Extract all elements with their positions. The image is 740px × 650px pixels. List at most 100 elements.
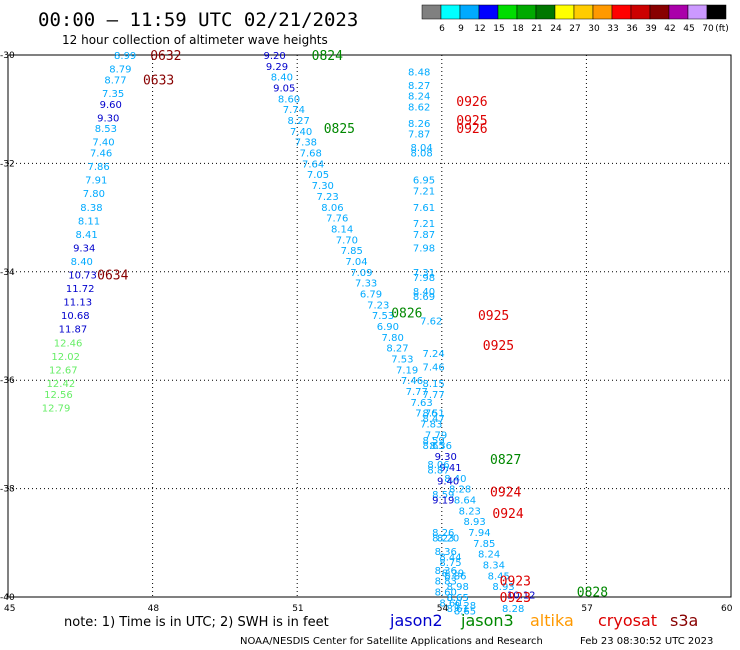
colorbar-swatch (516, 4, 537, 20)
chart-subtitle: 12 hour collection of altimeter wave hei… (62, 33, 328, 47)
swh-value: 8.26 (408, 119, 430, 130)
swh-value: 9.30 (435, 452, 457, 463)
swh-value: 9.30 (97, 113, 119, 124)
colorbar-label: 70 (702, 24, 714, 34)
swh-value: 10.68 (61, 311, 90, 322)
swh-value: 7.98 (413, 273, 435, 284)
swh-value: 8.93 (492, 582, 514, 593)
footnote: note: 1) Time is in UTC; 2) SWH is in fe… (64, 615, 329, 630)
colorbar-label: 36 (626, 24, 638, 34)
y-tick-label: -30 (0, 51, 15, 61)
swh-value: 8.53 (95, 124, 117, 135)
colorbar-label: 6 (439, 24, 445, 34)
swh-value: 8.40 (71, 257, 93, 268)
pass-time-cryosat: 0926 (456, 122, 487, 137)
x-tick-label: 57 (581, 604, 592, 614)
swh-value: 9.29 (266, 62, 288, 73)
swh-value: 7.68 (300, 149, 322, 160)
swh-value: 12.79 (42, 403, 71, 414)
legend-s3a: s3a (670, 611, 698, 630)
pass-time-cryosat: 0923 (500, 575, 531, 590)
swh-value: 8.36 (430, 441, 452, 452)
swh-value: 8.27 (386, 344, 408, 355)
swh-value: 8.83 (435, 577, 457, 588)
swh-value: 8.45 (488, 571, 510, 582)
colorbar-label: 24 (550, 24, 562, 34)
swh-value: 8.75 (439, 558, 461, 569)
swh-value: 7.05 (307, 170, 329, 181)
pass-time-s3a: 0634 (97, 269, 128, 284)
colorbar-swatch (611, 4, 632, 20)
swh-value: 8.93 (463, 517, 485, 528)
swh-value: 8.04 (410, 143, 432, 154)
swh-value: 8.44 (439, 552, 461, 563)
colorbar-label: 18 (512, 24, 524, 34)
swh-value: 7.23 (316, 192, 338, 203)
swh-value: 12.56 (44, 390, 73, 401)
swh-value: 7.21 (413, 187, 435, 198)
swh-value: 8.65 (447, 593, 469, 604)
x-tick-label: 48 (148, 604, 160, 614)
colorbar-swatch (497, 4, 518, 20)
swh-value: 8.65 (454, 607, 476, 618)
colorbar-label: 15 (493, 24, 504, 34)
pass-time-cryosat: 0923 (500, 591, 531, 606)
swh-value: 8.15 (423, 379, 445, 390)
swh-value: 8.08 (410, 149, 432, 160)
swh-value: 8.36 (435, 566, 457, 577)
colorbar-swatch (687, 4, 708, 20)
swh-value: 7.91 (85, 176, 107, 187)
swh-value: 7.98 (413, 243, 435, 254)
swh-value: 7.40 (92, 138, 114, 149)
colorbar-label: 30 (588, 24, 600, 34)
x-tick-label: 51 (292, 604, 303, 614)
swh-value: 7.21 (413, 219, 435, 230)
pass-time-jason3: 0827 (490, 453, 521, 468)
swh-value: 9.41 (439, 463, 461, 474)
swh-value: 7.46 (423, 363, 445, 374)
satellite-legend: jason2 jason3 altika cryosat s3a (389, 611, 698, 630)
x-tick-label: 54 (437, 604, 449, 614)
swh-value: 8.87 (427, 466, 449, 477)
swh-value: 7.76 (326, 214, 348, 225)
swh-value: 7.46 (401, 376, 423, 387)
swh-value: 6.79 (360, 289, 382, 300)
swh-value: 7.87 (408, 130, 430, 141)
swh-value: 12.42 (47, 379, 76, 390)
swh-value: 8.48 (408, 67, 430, 78)
swh-value: 8.36 (435, 547, 457, 558)
colorbar-label: 39 (645, 24, 657, 34)
credit-text: NOAA/NESDIS Center for Satellite Applica… (240, 636, 543, 647)
swh-value: 8.20 (437, 533, 459, 544)
swh-value: 7.76 (415, 409, 437, 420)
colorbar-label: 45 (683, 24, 694, 34)
swh-value: 7.61 (413, 203, 435, 214)
swh-value: 8.27 (408, 81, 430, 92)
swh-value: 12.46 (54, 338, 83, 349)
x-tick-label: 60 (721, 604, 733, 614)
swh-value: 7.35 (102, 89, 124, 100)
swh-value: 8.99 (114, 51, 136, 62)
pass-time-jason3: 0824 (312, 49, 343, 64)
swh-value: 6.95 (413, 176, 435, 187)
colorbar-label: 33 (607, 24, 618, 34)
swh-value: 7.86 (88, 162, 110, 173)
pass-time-cryosat: 0925 (456, 114, 487, 129)
swh-value: 8.79 (109, 65, 131, 76)
swh-value: 7.64 (302, 159, 324, 170)
y-tick-label: -32 (0, 159, 15, 169)
swh-value: 10.12 (507, 590, 536, 601)
swh-value: 8.26 (432, 528, 454, 539)
swh-value: 7.62 (420, 317, 442, 328)
swh-value: 7.74 (283, 105, 305, 116)
colorbar-swatch (440, 4, 461, 20)
colorbar-swatch (668, 4, 689, 20)
swh-value: 7.33 (355, 279, 377, 290)
colorbar-label: 12 (474, 24, 485, 34)
swh-value: 8.27 (288, 116, 310, 127)
swh-value: 11.13 (63, 298, 92, 309)
swh-value: 8.29 (442, 569, 464, 580)
swh-value: 8.65 (423, 441, 445, 452)
swh-value: 8.28 (454, 601, 476, 612)
colorbar-label: 21 (531, 24, 542, 34)
